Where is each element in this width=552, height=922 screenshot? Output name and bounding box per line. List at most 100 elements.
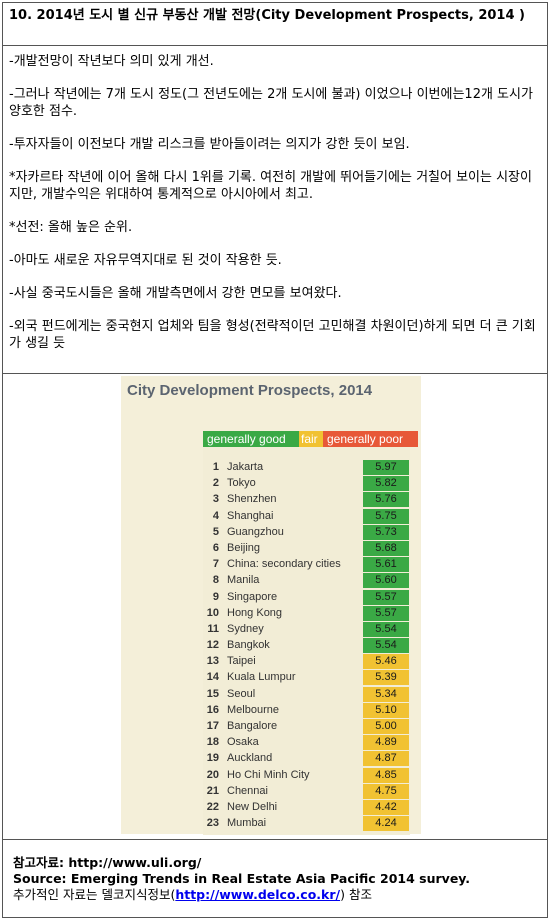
table-row: 16 Melbourne 5.10 bbox=[203, 702, 410, 718]
table-row: 15 Seoul 5.34 bbox=[203, 686, 410, 702]
figure-cell: City Development Prospects, 2014 general… bbox=[3, 374, 547, 840]
legend-good: generally good bbox=[203, 431, 299, 447]
rank-label: 17 bbox=[205, 720, 219, 732]
table-row: 22 New Delhi 4.42 bbox=[203, 799, 410, 815]
score-value: 4.42 bbox=[363, 800, 409, 815]
score-value: 4.24 bbox=[363, 816, 409, 831]
score-value: 5.97 bbox=[363, 460, 409, 475]
reference-line: 참고자료: http://www.uli.org/ bbox=[13, 855, 537, 871]
score-value: 4.75 bbox=[363, 784, 409, 799]
score-value: 5.61 bbox=[363, 557, 409, 572]
rank-label: 19 bbox=[205, 752, 219, 764]
rank-label: 13 bbox=[205, 655, 219, 667]
rank-label: 15 bbox=[205, 688, 219, 700]
legend-fair: fair bbox=[299, 431, 323, 447]
rank-label: 22 bbox=[205, 801, 219, 813]
table-row: 8 Manila 5.60 bbox=[203, 572, 410, 588]
table-row: 5 Guangzhou 5.73 bbox=[203, 524, 410, 540]
city-label: Seoul bbox=[227, 688, 255, 700]
table-row: 4 Shanghai 5.75 bbox=[203, 508, 410, 524]
score-value: 5.57 bbox=[363, 590, 409, 605]
table-row: 14 Kuala Lumpur 5.39 bbox=[203, 669, 410, 685]
table-row: 12 Bangkok 5.54 bbox=[203, 637, 410, 653]
score-value: 5.76 bbox=[363, 492, 409, 507]
references-cell: 참고자료: http://www.uli.org/ Source: Emergi… bbox=[3, 841, 547, 921]
rank-label: 10 bbox=[205, 607, 219, 619]
note-item: -아마도 새로운 자유무역지대로 된 것이 작용한 듯. bbox=[9, 252, 541, 269]
extra-info-prefix: 추가적인 자료는 델코지식정보( bbox=[13, 887, 175, 902]
rank-label: 21 bbox=[205, 785, 219, 797]
score-value: 5.46 bbox=[363, 654, 409, 669]
score-value: 5.75 bbox=[363, 509, 409, 524]
table-row: 9 Singapore 5.57 bbox=[203, 589, 410, 605]
city-label: Manila bbox=[227, 574, 259, 586]
city-label: Shenzhen bbox=[227, 493, 277, 505]
score-value: 5.34 bbox=[363, 687, 409, 702]
score-value: 5.54 bbox=[363, 622, 409, 637]
score-value: 5.73 bbox=[363, 525, 409, 540]
score-value: 5.68 bbox=[363, 541, 409, 556]
rank-label: 12 bbox=[205, 639, 219, 651]
delco-link[interactable]: http://www.delco.co.kr/ bbox=[175, 887, 340, 902]
city-label: Singapore bbox=[227, 591, 277, 603]
note-item: *자카르타 작년에 이어 올해 다시 1위를 기록. 여전히 개발에 뛰어들기에… bbox=[9, 169, 541, 203]
city-label: Chennai bbox=[227, 785, 268, 797]
city-label: Bangalore bbox=[227, 720, 277, 732]
rank-label: 2 bbox=[205, 477, 219, 489]
rank-label: 4 bbox=[205, 510, 219, 522]
score-value: 5.00 bbox=[363, 719, 409, 734]
score-value: 4.87 bbox=[363, 751, 409, 766]
table-row: 19 Auckland 4.87 bbox=[203, 750, 410, 766]
rank-label: 8 bbox=[205, 574, 219, 586]
city-label: New Delhi bbox=[227, 801, 277, 813]
table-row: 17 Bangalore 5.00 bbox=[203, 718, 410, 734]
rank-label: 9 bbox=[205, 591, 219, 603]
table-row: 20 Ho Chi Minh City 4.85 bbox=[203, 767, 410, 783]
rank-label: 23 bbox=[205, 817, 219, 829]
ranking-table: generally good fair generally poor 1 Jaka… bbox=[203, 431, 410, 835]
city-label: Guangzhou bbox=[227, 526, 284, 538]
score-value: 5.54 bbox=[363, 638, 409, 653]
score-value: 5.39 bbox=[363, 670, 409, 685]
extra-info-line: 추가적인 자료는 델코지식정보(http://www.delco.co.kr/)… bbox=[13, 887, 537, 903]
note-item: -사실 중국도시들은 올해 개발측면에서 강한 면모를 보여왔다. bbox=[9, 285, 541, 302]
legend-poor: generally poor bbox=[323, 431, 418, 447]
city-label: Kuala Lumpur bbox=[227, 671, 296, 683]
table-row: 6 Beijing 5.68 bbox=[203, 540, 410, 556]
city-label: Sydney bbox=[227, 623, 264, 635]
figure-title: City Development Prospects, 2014 bbox=[127, 382, 372, 399]
table-row: 21 Chennai 4.75 bbox=[203, 783, 410, 799]
rank-label: 1 bbox=[205, 461, 219, 473]
city-label: Shanghai bbox=[227, 510, 274, 522]
rank-label: 16 bbox=[205, 704, 219, 716]
table-row: 3 Shenzhen 5.76 bbox=[203, 491, 410, 507]
section-title: 10. 2014년 도시 별 신규 부동산 개발 전망(City Develop… bbox=[3, 3, 547, 45]
table-row: 2 Tokyo 5.82 bbox=[203, 475, 410, 491]
city-label: Hong Kong bbox=[227, 607, 282, 619]
note-item: *선전: 올해 높은 순위. bbox=[9, 219, 541, 236]
rank-label: 6 bbox=[205, 542, 219, 554]
table-row: 7 China: secondary cities 5.61 bbox=[203, 556, 410, 572]
rank-label: 7 bbox=[205, 558, 219, 570]
rank-label: 11 bbox=[205, 623, 219, 635]
score-value: 5.60 bbox=[363, 573, 409, 588]
rank-label: 18 bbox=[205, 736, 219, 748]
score-value: 5.82 bbox=[363, 476, 409, 491]
ranking-rows: 1 Jakarta 5.97 2 Tokyo 5.82 3 Shenzhen 5.76 4 Shan… bbox=[203, 459, 410, 831]
rank-label: 3 bbox=[205, 493, 219, 505]
note-item: -투자자들이 이전보다 개발 리스크를 받아들이려는 의지가 강한 듯이 보임. bbox=[9, 136, 541, 153]
source-line: Source: Emerging Trends in Real Estate A… bbox=[13, 871, 537, 887]
city-label: Mumbai bbox=[227, 817, 266, 829]
note-item: -개발전망이 작년보다 의미 있게 개선. bbox=[9, 53, 541, 70]
table-row: 11 Sydney 5.54 bbox=[203, 621, 410, 637]
city-label: Auckland bbox=[227, 752, 272, 764]
divider bbox=[3, 839, 547, 840]
city-label: Osaka bbox=[227, 736, 259, 748]
table-row: 10 Hong Kong 5.57 bbox=[203, 605, 410, 621]
extra-info-suffix: ) 참조 bbox=[340, 887, 372, 902]
table-row: 23 Mumbai 4.24 bbox=[203, 815, 410, 831]
score-value: 4.89 bbox=[363, 735, 409, 750]
score-value: 5.10 bbox=[363, 703, 409, 718]
notes-cell: -개발전망이 작년보다 의미 있게 개선. -그러나 작년에는 7개 도시 정도… bbox=[3, 45, 547, 373]
